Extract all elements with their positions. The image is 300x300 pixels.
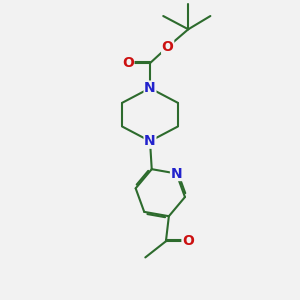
Text: O: O — [162, 40, 174, 54]
Text: N: N — [144, 81, 156, 95]
Text: O: O — [182, 234, 194, 248]
Text: N: N — [144, 134, 156, 148]
Text: N: N — [171, 167, 182, 181]
Text: O: O — [122, 56, 134, 70]
